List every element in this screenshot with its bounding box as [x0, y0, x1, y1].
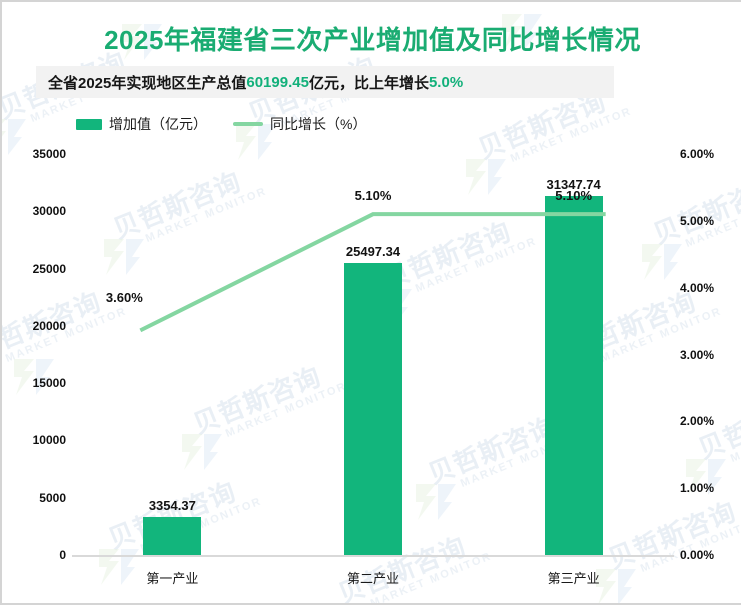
- growth-line-path: [139, 212, 606, 333]
- y-tick-right: 6.00%: [680, 147, 715, 161]
- watermark-logo-icon: [324, 602, 368, 603]
- y-tick-left: 30000: [32, 204, 66, 219]
- growth-value-label: 5.10%: [555, 188, 593, 204]
- bar-value-label: 3354.37: [148, 497, 196, 513]
- y-tick-left: 0: [59, 548, 66, 562]
- growth-line-series: [139, 212, 606, 333]
- y-tick-right: 0.00%: [680, 548, 715, 562]
- y-tick-left: 10000: [32, 433, 66, 448]
- x-tick-label: 第三产业: [547, 571, 600, 586]
- bar-第一产业[interactable]: [143, 516, 202, 555]
- subtitle-segment-0: 全省2025年实现地区生产总值: [48, 74, 247, 92]
- bar-value-label: 25497.34: [345, 243, 401, 259]
- y-tick-left: 25000: [32, 261, 66, 276]
- x-tick-label: 第一产业: [146, 571, 199, 586]
- x-tick-label: 第二产业: [346, 571, 399, 586]
- chart-title: 2025年福建省三次产业增加值及同比增长情况: [104, 25, 641, 55]
- subtitle-segment-1: 60199.45: [246, 73, 309, 91]
- y-tick-left: 35000: [32, 147, 66, 161]
- legend-bar-swatch-icon: [76, 118, 102, 130]
- y-tick-right: 2.00%: [680, 414, 715, 429]
- legend-item-1[interactable]: 同比增长（%）: [233, 114, 366, 134]
- y-axis-right: 0.00% 1.00% 2.00% 3.00% 4.00% 5.00% 6.00%: [680, 2, 741, 603]
- y-tick-right: 4.00%: [680, 280, 715, 295]
- growth-value-label: 5.10%: [354, 188, 392, 204]
- y-axis-left: 0 5000 10000 15000 20000 25000 30000 35000: [2, 2, 66, 603]
- growth-value-label: 3.60%: [105, 290, 143, 306]
- subtitle-background: [36, 66, 614, 98]
- chart-subtitle: 全省2025年实现地区生产总值 60199.45 亿元，比上年增长 5.0%: [36, 66, 614, 98]
- y-tick-right: 3.00%: [680, 347, 715, 362]
- bar-value-label: 31347.74: [546, 176, 601, 192]
- legend-label: 同比增长（%）: [270, 116, 367, 132]
- chart-legend: 增加值（亿元） 同比增长（%）: [76, 114, 366, 134]
- y-tick-right: 5.00%: [680, 213, 715, 228]
- subtitle-segment-3: 5.0%: [428, 73, 464, 91]
- legend-label: 增加值（亿元）: [109, 116, 207, 132]
- y-tick-left: 5000: [39, 490, 66, 505]
- subtitle-segment-2: 亿元，比上年增长: [308, 74, 429, 92]
- y-tick-left: 15000: [32, 376, 66, 391]
- legend-item-0[interactable]: 增加值（亿元）: [76, 114, 207, 134]
- y-tick-right: 1.00%: [680, 481, 715, 496]
- plot-area: [72, 152, 674, 556]
- legend-line-swatch-icon: [233, 122, 263, 126]
- y-tick-left: 20000: [32, 318, 66, 333]
- x-axis-line: [72, 555, 674, 557]
